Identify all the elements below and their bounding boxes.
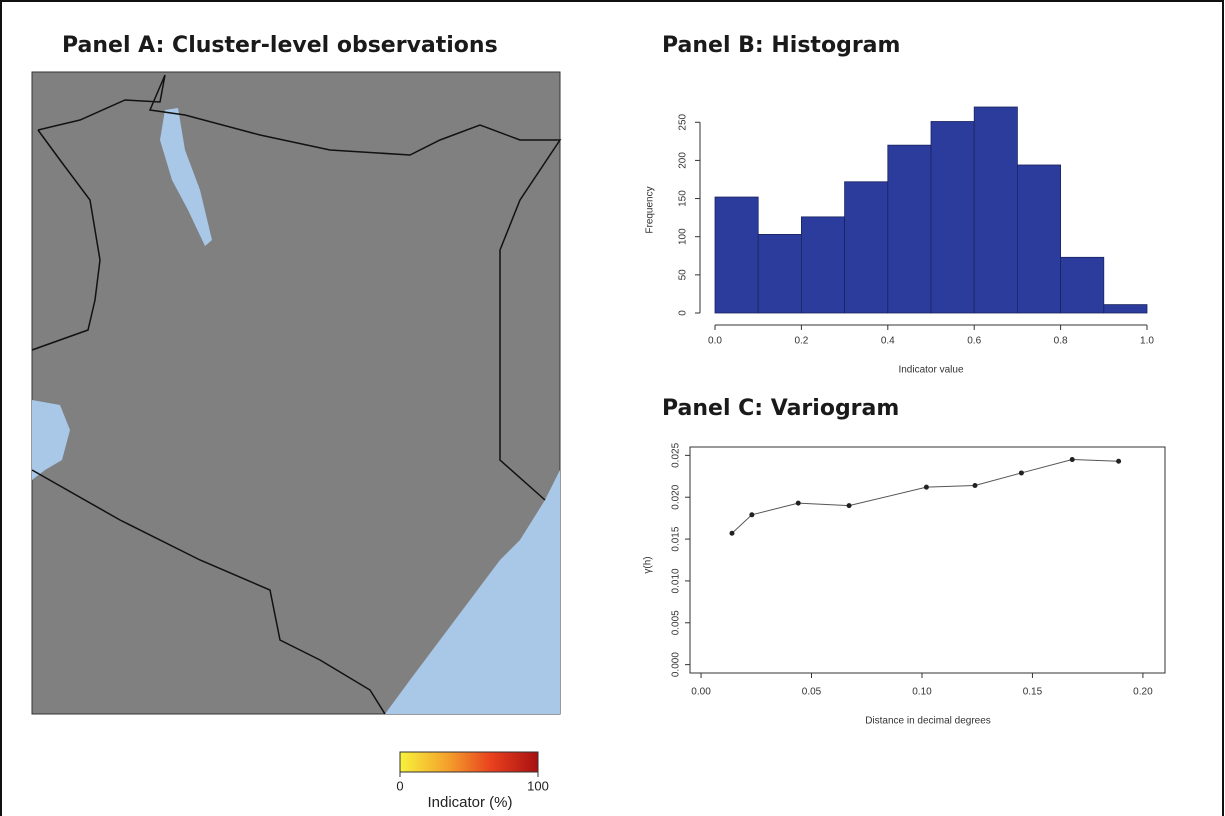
bar (801, 216, 846, 314)
border (31, 129, 101, 351)
y-axis-label: γ(h) (643, 556, 654, 573)
border (31, 469, 386, 715)
x-tick-label: 0.20 (1133, 687, 1153, 698)
y-tick-label: 0.025 (671, 442, 682, 467)
lake-turkana (160, 108, 212, 246)
panel-title: Panel B: Histogram (662, 33, 900, 58)
y-tick-label: 250 (678, 113, 689, 130)
bar (973, 106, 1018, 314)
colorbar (399, 751, 539, 773)
x-axis-label: Indicator value (898, 365, 963, 376)
point (749, 512, 755, 518)
x-axis-label: Distance in decimal degrees (865, 716, 991, 727)
point (1069, 457, 1075, 463)
bar (844, 181, 889, 314)
point (923, 484, 929, 490)
x-tick-label: 0.4 (881, 336, 895, 347)
panel-title: Panel A: Cluster-level observations (62, 33, 498, 58)
x-tick-label: 0.00 (691, 687, 711, 698)
ocean (385, 470, 560, 714)
lake-victoria (32, 400, 70, 480)
x-tick-label: 0.8 (1054, 336, 1068, 347)
point (1116, 458, 1122, 464)
x-tick-label: 0.0 (708, 336, 722, 347)
point (846, 503, 852, 509)
y-tick-label: 100 (678, 228, 689, 245)
colorbar-tick-label: 100 (527, 778, 549, 793)
point (795, 500, 801, 506)
y-tick-label: 0.020 (671, 484, 682, 509)
panel-title: Panel C: Variogram (662, 396, 899, 421)
bar (887, 144, 932, 314)
y-tick-label: 200 (678, 152, 689, 169)
point (1018, 470, 1024, 476)
map (31, 71, 562, 773)
y-tick-label: 0.000 (671, 652, 682, 677)
border (37, 74, 562, 501)
y-tick-label: 0 (678, 310, 689, 316)
x-tick-label: 0.10 (912, 687, 932, 698)
bar (757, 234, 802, 314)
x-tick-label: 0.6 (967, 336, 981, 347)
plot-box (689, 446, 1166, 674)
bar (1017, 164, 1062, 314)
x-tick-label: 1.0 (1140, 336, 1154, 347)
y-tick-label: 0.010 (671, 568, 682, 593)
bar (714, 196, 759, 314)
colorbar-tick-label: 0 (396, 778, 403, 793)
point (729, 530, 735, 536)
x-tick-label: 0.2 (794, 336, 808, 347)
bar (930, 121, 975, 314)
x-tick-label: 0.05 (802, 687, 822, 698)
x-tick-label: 0.15 (1023, 687, 1043, 698)
line (731, 459, 1119, 534)
point (972, 483, 978, 489)
y-tick-label: 0.015 (671, 526, 682, 551)
bar (1060, 256, 1105, 314)
y-axis-label: Frequency (645, 186, 656, 233)
colorbar-label: Indicator (%) (427, 794, 512, 811)
bar (1103, 304, 1148, 314)
y-tick-label: 0.005 (671, 610, 682, 635)
y-tick-label: 150 (678, 190, 689, 207)
y-tick-label: 50 (678, 269, 689, 281)
